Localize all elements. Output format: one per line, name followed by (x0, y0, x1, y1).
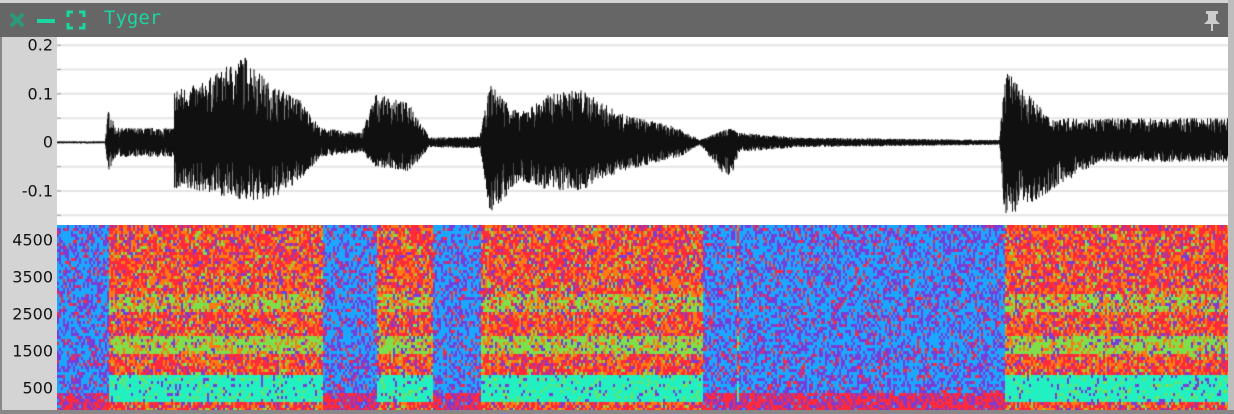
pin-icon[interactable] (1202, 9, 1222, 37)
close-icon[interactable] (6, 3, 28, 37)
spectrogram-tick-label: 1500 (12, 341, 53, 360)
bottom-border (0, 410, 1234, 414)
spectrogram-plot[interactable] (57, 225, 1228, 410)
waveform-tick-label: 0.1 (27, 84, 53, 104)
title-bar: Tyger (0, 3, 1228, 37)
waveform-plot[interactable] (57, 37, 1228, 225)
window-title: Tyger (104, 7, 162, 29)
waveform-tick-label: 0 (42, 132, 53, 152)
minimize-icon[interactable] (34, 3, 58, 37)
spectrogram-tick-label: 500 (22, 378, 53, 397)
spectrogram-tick-label: 3500 (12, 267, 53, 286)
maximize-icon[interactable] (64, 3, 88, 37)
waveform-tick-label: 0.2 (27, 35, 53, 55)
waveform-tick-label: -0.1 (21, 181, 53, 201)
scrollbar[interactable] (1228, 0, 1234, 414)
spectrogram-tick-label: 4500 (12, 230, 53, 249)
spectrogram-tick-label: 2500 (12, 304, 53, 323)
y-axis-gutter (0, 37, 57, 411)
